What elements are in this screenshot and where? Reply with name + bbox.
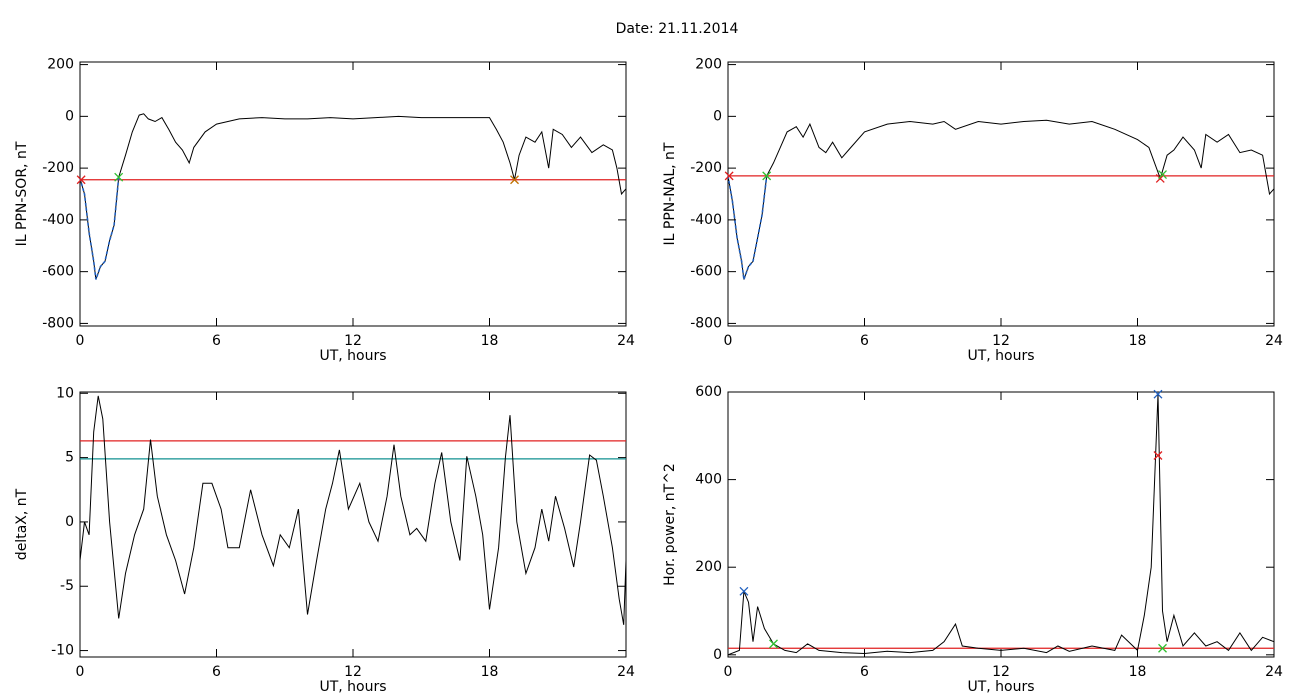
x-tick-label: 6 bbox=[860, 333, 869, 349]
y-axis-label: IL PPN-NAL, nT bbox=[662, 142, 678, 245]
y-axis-label: IL PPN-SOR, nT bbox=[14, 141, 30, 246]
y-tick-label: 0 bbox=[713, 647, 722, 663]
y-tick-label: 200 bbox=[695, 559, 722, 575]
x-tick-label: 12 bbox=[992, 664, 1010, 680]
y-axis-label: Hor. power, nT^2 bbox=[662, 463, 678, 586]
x-tick-label: 18 bbox=[1129, 664, 1147, 680]
y-tick-label: -400 bbox=[42, 212, 74, 228]
plot-frame bbox=[727, 61, 1275, 327]
x-tick-label: 18 bbox=[481, 333, 499, 349]
x-tick-label: 24 bbox=[1265, 664, 1283, 680]
x-tick-label: 0 bbox=[724, 333, 733, 349]
x-tick-label: 0 bbox=[724, 664, 733, 680]
y-axis-label: deltaX, nT bbox=[14, 488, 30, 560]
y-tick-label: 0 bbox=[713, 108, 722, 124]
cross-marker bbox=[1153, 389, 1163, 399]
y-tick-label: 5 bbox=[65, 450, 74, 466]
y-tick-label: -5 bbox=[60, 578, 74, 594]
cross-marker bbox=[76, 175, 86, 185]
x-tick-label: 24 bbox=[617, 333, 635, 349]
x-axis-label: UT, hours bbox=[967, 679, 1034, 695]
y-tick-label: 0 bbox=[65, 514, 74, 530]
y-tick-label: -800 bbox=[42, 315, 74, 331]
cross-marker bbox=[510, 175, 519, 185]
cross-marker bbox=[724, 171, 734, 181]
x-tick-label: 6 bbox=[860, 664, 869, 680]
y-tick-label: 10 bbox=[56, 385, 74, 401]
data-line bbox=[79, 395, 627, 625]
y-tick-label: -600 bbox=[690, 264, 722, 280]
y-tick-label: -800 bbox=[690, 315, 722, 331]
data-line bbox=[727, 175, 768, 280]
plot-frame bbox=[727, 391, 1275, 658]
x-tick-label: 12 bbox=[992, 333, 1010, 349]
figure-title: Date: 21.11.2014 bbox=[616, 21, 739, 37]
y-tick-label: -200 bbox=[42, 160, 74, 176]
cross-marker bbox=[114, 172, 124, 182]
y-tick-label: 0 bbox=[65, 108, 74, 124]
x-tick-label: 0 bbox=[76, 664, 85, 680]
y-tick-label: 600 bbox=[695, 384, 722, 400]
cross-marker bbox=[739, 586, 749, 596]
x-tick-label: 24 bbox=[1265, 333, 1283, 349]
y-tick-label: 400 bbox=[695, 472, 722, 488]
plot-frame bbox=[79, 61, 627, 327]
x-tick-label: 0 bbox=[76, 333, 85, 349]
y-tick-label: 200 bbox=[47, 57, 74, 73]
y-tick-label: 200 bbox=[695, 57, 722, 73]
x-axis-label: UT, hours bbox=[967, 348, 1034, 364]
y-tick-label: -10 bbox=[51, 643, 74, 659]
data-line bbox=[79, 177, 120, 280]
x-tick-label: 18 bbox=[481, 664, 499, 680]
data-line bbox=[727, 119, 1275, 280]
plot-frame bbox=[79, 391, 627, 658]
data-line bbox=[79, 113, 627, 280]
cross-marker bbox=[1153, 451, 1163, 460]
data-line bbox=[727, 394, 1275, 656]
x-axis-label: UT, hours bbox=[319, 679, 386, 695]
x-tick-label: 6 bbox=[212, 664, 221, 680]
cross-marker bbox=[769, 639, 778, 649]
cross-marker bbox=[1158, 643, 1167, 653]
x-tick-label: 6 bbox=[212, 333, 221, 349]
y-tick-label: -400 bbox=[690, 212, 722, 228]
x-tick-label: 12 bbox=[344, 664, 362, 680]
x-tick-label: 18 bbox=[1129, 333, 1147, 349]
x-axis-label: UT, hours bbox=[319, 348, 386, 364]
cross-marker bbox=[1158, 170, 1167, 180]
cross-marker bbox=[762, 171, 772, 181]
x-tick-label: 24 bbox=[617, 664, 635, 680]
x-tick-label: 12 bbox=[344, 333, 362, 349]
y-tick-label: -200 bbox=[690, 160, 722, 176]
y-tick-label: -600 bbox=[42, 264, 74, 280]
